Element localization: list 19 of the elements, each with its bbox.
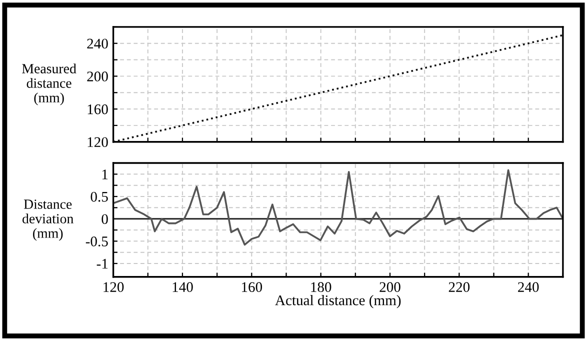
y-tick-label: 160	[88, 104, 108, 114]
y-tick-label: 240	[87, 38, 108, 49]
x-tick-label: 140	[172, 282, 193, 292]
y-axis-title: Measured distance (mm)	[22, 64, 76, 106]
y-tick-label: 1	[102, 170, 108, 180]
y-tick-label: 0	[102, 214, 108, 224]
x-tick-label: 200	[380, 282, 400, 292]
x-tick-label: 180	[311, 282, 332, 292]
y-tick-label: 120	[88, 137, 108, 148]
x-tick-label: 220	[448, 282, 470, 292]
y-axis-title: Distance deviation (mm)	[22, 200, 74, 241]
x-axis-title: Actual distance (mm)	[275, 294, 401, 308]
y-tick-label: -1	[96, 258, 108, 269]
y-tick-label: -0.5	[86, 236, 108, 246]
x-tick-label: 240	[518, 282, 539, 292]
x-tick-label: 160	[242, 282, 262, 292]
line-series	[113, 169, 563, 246]
y-tick-label: 200	[87, 72, 108, 82]
y-tick-label: 0.5	[90, 192, 108, 202]
